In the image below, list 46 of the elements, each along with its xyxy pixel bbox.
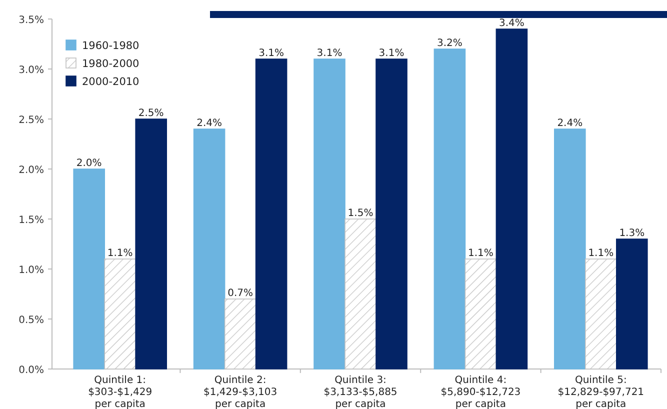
y-tick-label: 2.0% [18, 165, 44, 176]
y-tick-label: 1.0% [18, 265, 44, 276]
bar [135, 118, 167, 370]
bar [554, 128, 586, 370]
data-label: 1.1% [588, 248, 614, 259]
data-label: 2.5% [138, 108, 164, 119]
bar [314, 58, 346, 370]
data-label: 2.0% [76, 158, 102, 169]
bar [73, 168, 105, 370]
legend-label: 2000-2010 [82, 76, 140, 88]
data-label: 2.4% [196, 118, 222, 129]
x-tick-label: Quintile 5: $12,829-$97,721 per capita [558, 375, 644, 409]
data-label: 3.2% [436, 38, 462, 49]
y-tick-label: 1.5% [18, 215, 44, 226]
y-tick-label: 0.5% [18, 315, 44, 326]
data-label: 1.1% [107, 248, 133, 259]
legend-label: 1960-1980 [82, 40, 140, 52]
data-label: 1.5% [348, 208, 374, 219]
x-tick-label: Quintile 3: $3,133-$5,885 per capita [324, 375, 398, 409]
bar [104, 258, 136, 370]
data-label: 1.1% [468, 248, 494, 259]
data-label: 3.4% [498, 18, 524, 29]
y-tick-label: 3.0% [18, 65, 44, 76]
data-label: 2.4% [557, 118, 583, 129]
data-label: 3.1% [378, 48, 404, 59]
data-label: 0.7% [228, 288, 254, 299]
data-label: 3.1% [316, 48, 342, 59]
bar [585, 258, 617, 370]
bar [434, 48, 466, 370]
legend-label: 1980-2000 [82, 58, 140, 70]
bar [255, 58, 288, 370]
x-tick-label: Quintile 1: $303-$1,429 per capita [88, 375, 152, 409]
bar [464, 258, 497, 370]
y-tick-label: 2.5% [18, 115, 44, 126]
bar [344, 218, 376, 370]
bar [496, 28, 528, 370]
bar [193, 128, 226, 370]
bar [616, 238, 648, 370]
x-tick-label: Quintile 2: $1,429-$3,103 per capita [204, 375, 278, 409]
data-label: 1.3% [619, 228, 645, 239]
y-tick-label: 3.5% [18, 15, 44, 26]
bar [224, 298, 256, 370]
bar [376, 58, 408, 370]
x-tick-label: Quintile 4: $5,890-$12,723 per capita [440, 375, 521, 409]
y-tick-label: 0.0% [18, 365, 44, 376]
data-label: 3.1% [258, 48, 284, 59]
